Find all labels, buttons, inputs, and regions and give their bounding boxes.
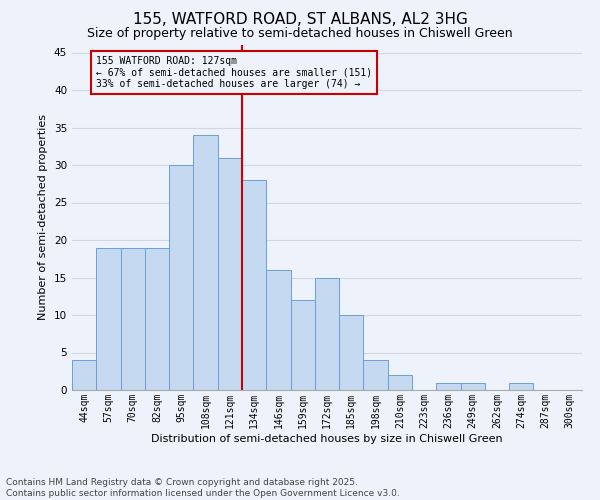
Bar (242, 180, 266, 390)
X-axis label: Distribution of semi-detached houses by size in Chiswell Green: Distribution of semi-detached houses by … (151, 434, 503, 444)
Bar (461, 382, 485, 390)
Bar (509, 382, 533, 390)
Bar (193, 135, 218, 390)
Bar (290, 300, 315, 390)
Bar (121, 248, 145, 390)
Bar (315, 278, 339, 390)
Bar (96, 248, 121, 390)
Bar (266, 270, 290, 390)
Bar (436, 382, 461, 390)
Bar (364, 360, 388, 390)
Text: Size of property relative to semi-detached houses in Chiswell Green: Size of property relative to semi-detach… (87, 28, 513, 40)
Y-axis label: Number of semi-detached properties: Number of semi-detached properties (38, 114, 49, 320)
Bar (72, 360, 96, 390)
Bar (169, 165, 193, 390)
Bar (218, 158, 242, 390)
Bar (388, 375, 412, 390)
Text: 155, WATFORD ROAD, ST ALBANS, AL2 3HG: 155, WATFORD ROAD, ST ALBANS, AL2 3HG (133, 12, 467, 28)
Text: Contains HM Land Registry data © Crown copyright and database right 2025.
Contai: Contains HM Land Registry data © Crown c… (6, 478, 400, 498)
Text: 155 WATFORD ROAD: 127sqm
← 67% of semi-detached houses are smaller (151)
33% of : 155 WATFORD ROAD: 127sqm ← 67% of semi-d… (96, 56, 373, 90)
Bar (339, 315, 364, 390)
Bar (145, 248, 169, 390)
